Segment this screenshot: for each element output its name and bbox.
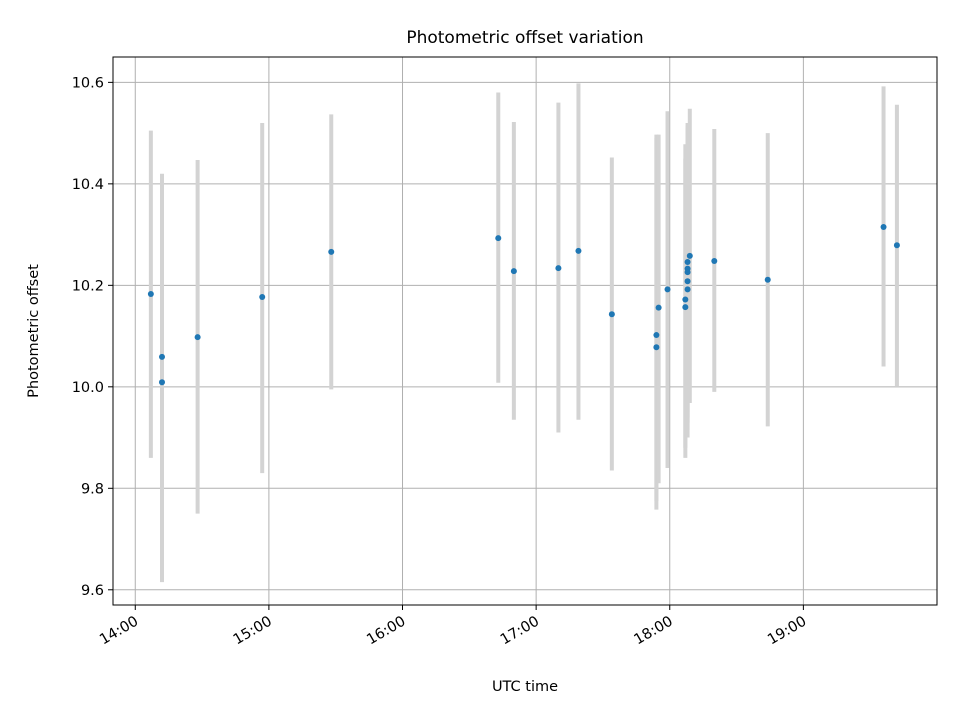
data-points <box>147 223 900 386</box>
plot-area-frame <box>112 56 938 606</box>
data-point <box>684 258 691 265</box>
y-axis-ticks: 9.6 9.8 10.0 10.2 10.4 10.6 <box>72 75 113 599</box>
data-point <box>495 235 502 242</box>
y-tick-label: 10.0 <box>72 380 104 396</box>
y-tick-label: 10.4 <box>72 177 104 193</box>
data-point <box>684 286 691 293</box>
data-point <box>684 265 691 272</box>
data-point <box>684 278 691 285</box>
data-point <box>655 304 662 311</box>
data-point <box>575 247 582 254</box>
data-point <box>893 242 900 249</box>
x-axis-label: UTC time <box>492 679 558 695</box>
data-point <box>653 332 660 339</box>
data-point <box>158 379 165 386</box>
chart-title: Photometric offset variation <box>406 28 643 48</box>
y-tick-label: 9.6 <box>81 583 104 599</box>
data-point <box>147 290 154 297</box>
y-tick-label: 10.2 <box>72 278 104 294</box>
grid-lines <box>113 57 937 605</box>
data-point <box>682 296 689 303</box>
data-point <box>259 294 266 301</box>
data-point <box>711 257 718 264</box>
data-point <box>764 276 771 283</box>
data-point <box>194 334 201 341</box>
data-point <box>158 353 165 360</box>
data-point <box>682 304 689 311</box>
data-point <box>328 248 335 255</box>
data-point <box>555 265 562 272</box>
data-point <box>653 344 660 351</box>
y-tick-label: 9.8 <box>81 481 104 497</box>
data-point <box>880 223 887 230</box>
data-point <box>686 252 693 259</box>
data-point <box>608 311 615 318</box>
y-axis-label: Photometric offset <box>26 264 42 398</box>
data-point <box>510 268 517 275</box>
y-tick-label: 10.6 <box>72 75 104 91</box>
data-point <box>664 286 671 293</box>
